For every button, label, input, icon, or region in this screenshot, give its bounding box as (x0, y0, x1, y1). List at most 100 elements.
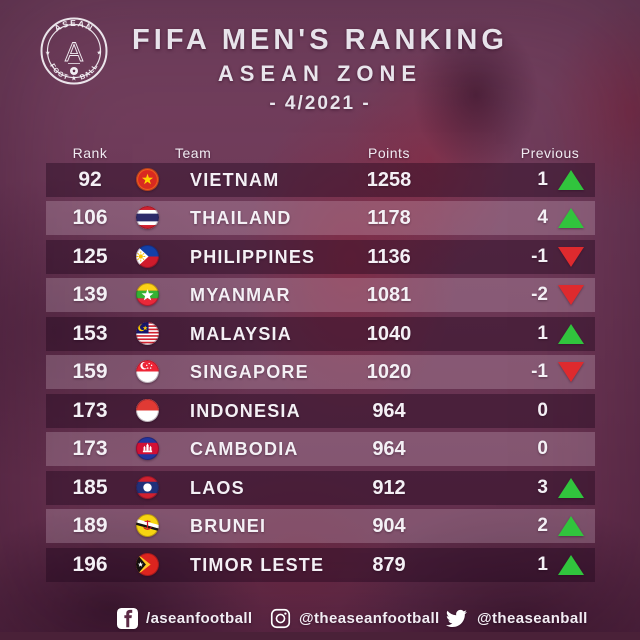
previous-change-value: 0 (537, 400, 548, 421)
points-value: 1020 (366, 361, 412, 383)
rank-value: 125 (72, 245, 108, 268)
football-icon (70, 67, 78, 75)
points-value: 912 (372, 477, 406, 499)
team-name: INDONESIA (190, 401, 301, 421)
column-header-team: Team (175, 145, 212, 161)
team-name: BRUNEI (190, 516, 267, 536)
trend-up-icon (558, 170, 584, 190)
team-name: MYANMAR (190, 285, 291, 305)
table-row: 159 SINGAPORE 1020 -1 (46, 355, 595, 389)
points-value: 1081 (366, 284, 412, 306)
asean-football-logo: ASEAN FOOT ★ BALL ★ ★ A (40, 17, 108, 85)
team-name: SINGAPORE (190, 362, 309, 382)
points-value: 964 (372, 438, 406, 460)
rank-value: 196 (72, 553, 108, 576)
team-name: PHILIPPINES (190, 247, 316, 267)
page-subtitle: ASEAN ZONE (217, 61, 423, 86)
rank-value: 106 (72, 206, 108, 229)
flag-singapore-icon (136, 360, 159, 383)
trend-up-icon (558, 324, 584, 344)
table-row: 173 INDONESIA 964 0 (46, 394, 595, 428)
flag-cambodia-icon (136, 437, 159, 460)
table-row: 106 THAILAND 1178 4 (46, 201, 595, 235)
points-value: 879 (372, 554, 406, 576)
trend-up-icon (558, 555, 584, 575)
facebook-handle-text: /aseanfootball (146, 609, 253, 627)
trend-down-icon (558, 362, 584, 382)
points-value: 1040 (366, 323, 412, 345)
rank-value: 173 (72, 399, 108, 422)
points-value: 1136 (367, 246, 411, 268)
trend-up-icon (558, 208, 584, 228)
previous-change-value: 1 (537, 554, 548, 575)
star-icon: ★ (45, 50, 50, 57)
previous-change-value: 0 (537, 438, 548, 459)
flag-malaysia-icon (136, 322, 159, 345)
twitter-handle[interactable]: @theaseanball (444, 605, 588, 631)
rank-value: 173 (72, 437, 108, 460)
twitter-handle-text: @theaseanball (477, 609, 588, 627)
flag-timor-leste-icon (136, 553, 159, 576)
instagram-icon (270, 608, 291, 629)
table-row: 92 VIETNAM 1258 1 (46, 163, 595, 197)
table-row: 125 PHILIPPINES 1136 -1 (46, 240, 595, 274)
instagram-handle-text: @theaseanfootball (299, 609, 440, 627)
team-name: TIMOR LESTE (190, 555, 325, 575)
team-name: LAOS (190, 478, 245, 498)
flag-myanmar-icon (136, 283, 159, 306)
flag-indonesia-icon (136, 399, 159, 422)
table-row: 139 MYANMAR 1081 -2 (46, 278, 595, 312)
twitter-icon (444, 608, 469, 629)
points-value: 904 (372, 515, 406, 537)
previous-change-value: 1 (537, 169, 548, 190)
page-title: FIFA MEN'S RANKING (132, 24, 508, 56)
flag-brunei-icon (136, 514, 159, 537)
flag-thailand-icon (136, 206, 159, 229)
rank-value: 189 (72, 514, 108, 537)
table-row: 189 BRUNEI 904 2 (46, 509, 595, 543)
flag-vietnam-icon (136, 168, 159, 191)
rank-value: 185 (72, 476, 108, 499)
bottom-bar (0, 632, 640, 640)
team-name: MALAYSIA (190, 324, 292, 344)
table-row: 173 CAMBODIA 964 0 (46, 432, 595, 466)
previous-change-value: -1 (531, 361, 548, 382)
logo-top-text: ASEAN (53, 18, 94, 34)
column-header-rank: Rank (72, 145, 108, 161)
column-header-previous: Previous (520, 145, 580, 161)
team-name: VIETNAM (190, 170, 280, 190)
trend-down-icon (558, 285, 584, 305)
flag-philippines-icon (136, 245, 159, 268)
table-header: Rank Team Points Previous (46, 145, 595, 161)
previous-change-value: 2 (537, 515, 548, 536)
points-value: 1258 (366, 169, 412, 191)
star-icon: ★ (97, 50, 102, 57)
svg-text:ASEAN: ASEAN (53, 18, 96, 34)
previous-change-value: 1 (537, 323, 548, 344)
team-name: CAMBODIA (190, 439, 299, 459)
points-value: 1178 (367, 207, 411, 229)
previous-change-value: -2 (531, 284, 548, 305)
points-value: 964 (372, 400, 406, 422)
instagram-handle[interactable]: @theaseanfootball (270, 605, 440, 631)
table-row: 196 TIMOR LESTE 879 1 (46, 548, 595, 582)
facebook-handle[interactable]: /aseanfootball (117, 605, 252, 631)
trend-up-icon (558, 516, 584, 536)
trend-up-icon (558, 478, 584, 498)
logo-monogram: A (65, 37, 83, 67)
column-header-points: Points (368, 145, 410, 161)
period-label: - 4/2021 - (269, 93, 371, 114)
team-name: THAILAND (190, 208, 292, 228)
rank-value: 153 (72, 322, 108, 345)
previous-change-value: 4 (537, 207, 548, 228)
previous-change-value: -1 (531, 246, 548, 267)
trend-down-icon (558, 247, 584, 267)
previous-change-value: 3 (537, 477, 548, 498)
table-row: 185 LAOS 912 3 (46, 471, 595, 505)
rank-value: 92 (78, 168, 102, 191)
rank-value: 139 (72, 283, 108, 306)
flag-laos-icon (136, 476, 159, 499)
facebook-icon (117, 607, 138, 629)
rank-value: 159 (72, 360, 108, 383)
